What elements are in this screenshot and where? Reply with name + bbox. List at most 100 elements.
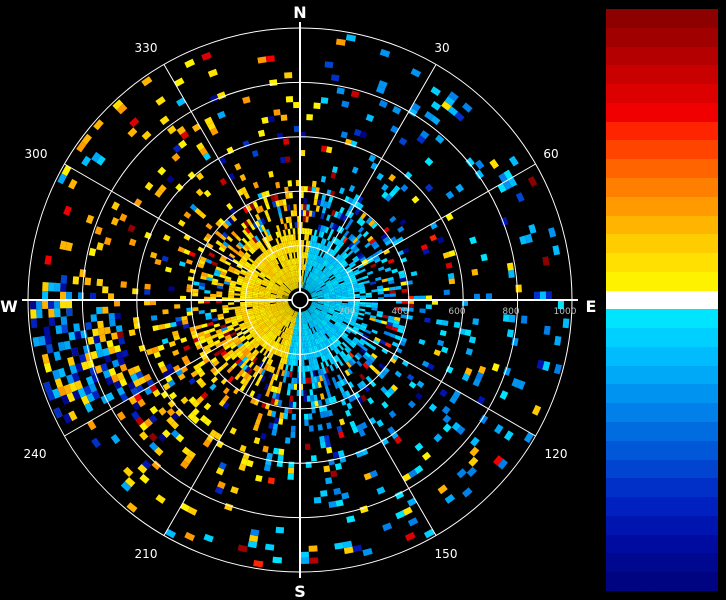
velocity-gate xyxy=(180,502,191,512)
velocity-gate xyxy=(263,335,270,342)
velocity-gate xyxy=(258,292,265,295)
velocity-gate xyxy=(270,305,277,309)
velocity-gate xyxy=(321,320,327,325)
velocity-gate xyxy=(235,235,242,242)
velocity-gate xyxy=(258,338,264,345)
velocity-gate xyxy=(279,344,284,351)
velocity-gate xyxy=(282,301,289,304)
velocity-gate xyxy=(219,274,226,279)
velocity-gate xyxy=(239,444,247,453)
velocity-gate xyxy=(255,366,261,373)
velocity-gate xyxy=(344,279,351,284)
velocity-gate xyxy=(464,329,472,337)
velocity-gate xyxy=(341,341,348,348)
velocity-gate xyxy=(275,314,282,319)
velocity-gate xyxy=(311,382,316,390)
velocity-gate xyxy=(258,321,265,326)
velocity-gate xyxy=(325,269,331,275)
velocity-gate xyxy=(503,430,514,441)
velocity-gate xyxy=(232,258,239,264)
velocity-gate xyxy=(339,206,345,214)
velocity-gate xyxy=(497,458,508,470)
velocity-gate xyxy=(270,268,276,275)
velocity-gate xyxy=(287,467,295,474)
velocity-gate xyxy=(250,330,257,336)
velocity-gate xyxy=(246,323,253,329)
velocity-gate xyxy=(220,339,228,345)
velocity-gate xyxy=(132,378,142,388)
velocity-gate xyxy=(207,68,218,78)
velocity-gate xyxy=(255,220,261,228)
velocity-gate xyxy=(57,341,66,352)
velocity-gate xyxy=(282,283,288,288)
velocity-gate xyxy=(266,273,273,278)
velocity-gate xyxy=(281,311,287,316)
velocity-gate xyxy=(285,364,289,371)
velocity-gate xyxy=(390,125,399,134)
velocity-gate xyxy=(208,327,216,333)
velocity-gate xyxy=(317,279,323,285)
velocity-gate xyxy=(326,338,332,345)
velocity-gate xyxy=(308,545,318,552)
velocity-gate xyxy=(315,309,321,313)
legend-swatch xyxy=(606,177,718,197)
velocity-gate xyxy=(323,305,330,308)
velocity-gate xyxy=(341,391,348,399)
velocity-gate xyxy=(320,274,326,280)
legend-entry: 8.67m/s xyxy=(606,46,718,66)
velocity-gate xyxy=(344,369,351,377)
velocity-gate xyxy=(274,283,281,288)
velocity-gate xyxy=(107,346,116,355)
velocity-gate xyxy=(557,300,564,310)
velocity-gate xyxy=(193,363,201,371)
velocity-gate xyxy=(278,316,284,322)
velocity-gate xyxy=(345,209,351,217)
velocity-gate xyxy=(319,250,324,257)
velocity-gate xyxy=(311,253,315,261)
velocity-gate xyxy=(292,246,295,253)
velocity-gate xyxy=(240,287,248,291)
velocity-gate xyxy=(257,219,264,226)
velocity-gate xyxy=(258,303,265,306)
velocity-gate xyxy=(295,276,297,283)
velocity-gate xyxy=(227,375,235,383)
velocity-gate xyxy=(306,395,311,402)
velocity-gate xyxy=(306,335,309,342)
velocity-gate xyxy=(347,250,354,256)
velocity-gate xyxy=(173,334,181,341)
velocity-gate xyxy=(276,336,281,343)
velocity-gate xyxy=(280,331,285,338)
velocity-gate xyxy=(264,383,270,391)
velocity-gate xyxy=(154,446,164,457)
velocity-gate xyxy=(30,300,37,310)
velocity-gate xyxy=(310,455,317,462)
velocity-gate xyxy=(71,389,81,401)
velocity-gate xyxy=(294,270,297,277)
legend-swatch xyxy=(606,253,718,272)
velocity-gate xyxy=(306,365,310,372)
velocity-gate xyxy=(335,302,342,305)
velocity-gate xyxy=(320,490,328,497)
velocity-gate xyxy=(261,313,268,318)
velocity-gate xyxy=(288,286,293,292)
velocity-gate xyxy=(311,364,315,371)
velocity-gate xyxy=(493,455,504,466)
velocity-gate xyxy=(245,322,252,327)
velocity-gate xyxy=(285,192,290,199)
velocity-gate xyxy=(273,386,279,394)
velocity-gate xyxy=(275,238,280,245)
velocity-gate xyxy=(275,200,280,207)
velocity-gate xyxy=(388,410,397,419)
velocity-gate xyxy=(225,219,232,227)
velocity-gate xyxy=(339,311,347,315)
velocity-gate xyxy=(317,224,322,231)
velocity-gate xyxy=(268,314,274,318)
velocity-gate xyxy=(253,308,260,312)
velocity-gate xyxy=(240,293,247,297)
velocity-gate xyxy=(277,279,283,285)
legend-entry: -0.67m/s xyxy=(606,309,718,329)
velocity-gate xyxy=(334,463,343,471)
velocity-gate xyxy=(259,246,265,253)
velocity-gate xyxy=(166,408,176,417)
velocity-gate xyxy=(292,228,296,235)
